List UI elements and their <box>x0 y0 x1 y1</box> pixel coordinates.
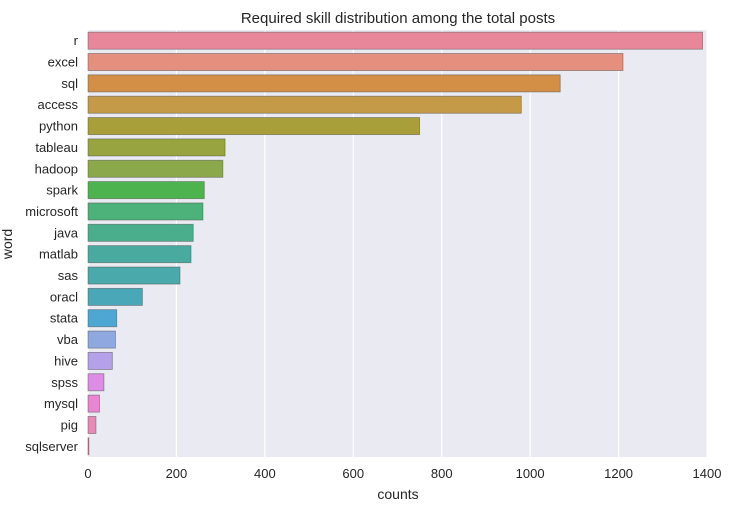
y-tick-label: matlab <box>39 247 78 262</box>
bar-hive <box>87 351 113 370</box>
y-tick-label: pig <box>61 417 78 432</box>
bar-python <box>87 117 421 136</box>
bar-matlab <box>87 245 192 264</box>
y-tick-label: python <box>39 119 78 134</box>
x-tick-label: 600 <box>342 466 364 481</box>
x-tick-labels: 0 200 400 600 800 1000 1200 1400 <box>84 466 721 481</box>
bar-r <box>87 31 703 50</box>
y-tick-label: hive <box>54 353 78 368</box>
y-tick-label: oracl <box>50 289 78 304</box>
chart-title: Required skill distribution among the to… <box>241 10 555 27</box>
y-tick-label: mysql <box>44 396 78 411</box>
bar-pig <box>87 416 97 434</box>
bar-hadoop <box>87 159 224 178</box>
y-axis-label: word <box>0 229 15 260</box>
x-tick-label: 0 <box>84 466 91 481</box>
bar-spss <box>87 373 105 392</box>
bar-vba <box>87 330 116 349</box>
plot-background <box>88 30 707 457</box>
x-tick-label: 400 <box>254 466 276 481</box>
x-tick-label: 200 <box>166 466 188 481</box>
x-tick-label: 1000 <box>516 466 545 481</box>
y-tick-label: java <box>53 225 79 240</box>
x-axis-label: counts <box>377 486 418 502</box>
y-tick-label: r <box>74 33 79 48</box>
bar-mysql <box>87 394 100 413</box>
y-tick-label: excel <box>48 55 78 70</box>
x-tick-label: 1400 <box>693 466 722 481</box>
y-tick-label: access <box>38 97 79 112</box>
bar-access <box>87 95 522 114</box>
x-tick-label: 800 <box>431 466 453 481</box>
y-tick-label: sqlserver <box>25 439 78 454</box>
y-tick-label: sas <box>58 268 79 283</box>
y-tick-labels: r excel sql access python tableau hadoop spark m… <box>25 33 79 454</box>
y-tick-label: tableau <box>35 140 78 155</box>
bar-sql <box>87 74 561 93</box>
bar-stata <box>87 309 118 328</box>
bar-sqlserver <box>87 437 90 456</box>
bar-oracl <box>87 287 143 306</box>
y-tick-label: spark <box>46 183 78 198</box>
y-tick-label: microsoft <box>25 204 78 219</box>
bar-spark <box>87 181 205 200</box>
y-tick-label: vba <box>57 332 79 347</box>
bar-sas <box>87 266 181 285</box>
bars <box>87 31 703 456</box>
y-tick-label: spss <box>51 375 78 390</box>
y-tick-label: sql <box>61 76 78 91</box>
bar-java <box>87 223 194 242</box>
y-tick-label: stata <box>50 311 79 326</box>
y-tick-label: hadoop <box>35 161 78 176</box>
bar-microsoft <box>87 202 204 221</box>
x-tick-label: 1200 <box>604 466 633 481</box>
bar-tableau <box>87 138 226 157</box>
bar-excel <box>87 53 624 71</box>
